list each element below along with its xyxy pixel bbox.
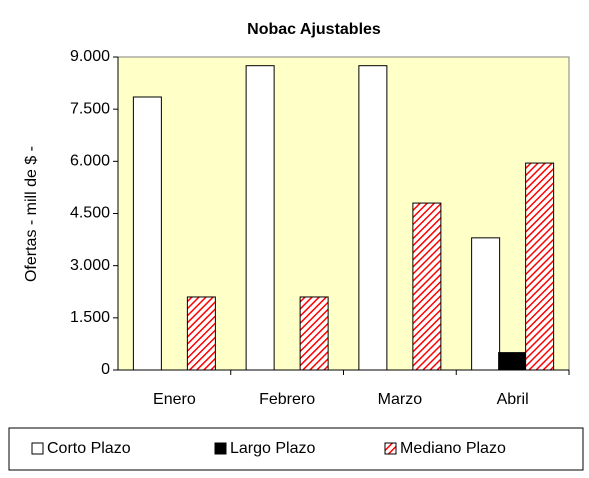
y-tick-label: 1.500	[70, 309, 110, 326]
legend-swatch	[214, 442, 227, 455]
bar	[498, 352, 528, 371]
y-axis-label: Ofertas - mill de $ -	[23, 146, 40, 282]
bar	[299, 296, 329, 371]
bar	[245, 65, 275, 371]
bar	[132, 96, 162, 371]
legend-swatch	[384, 442, 397, 455]
y-tick-label: 6.000	[70, 153, 110, 170]
y-tick-label: 9.000	[70, 48, 110, 65]
bar	[186, 296, 216, 371]
legend-label: Corto Plazo	[47, 440, 131, 457]
legend-label: Mediano Plazo	[400, 440, 506, 457]
bar	[358, 65, 388, 371]
plot-area	[117, 56, 570, 371]
bar	[412, 202, 442, 371]
bar	[525, 162, 555, 371]
legend-label: Largo Plazo	[230, 440, 315, 457]
y-tick-label: 0	[101, 361, 110, 378]
chart-title: Nobac Ajustables	[247, 21, 381, 38]
x-tick-label: Abril	[497, 391, 529, 408]
legend-box	[8, 427, 584, 471]
legend-swatch	[31, 442, 44, 455]
x-tick-label: Febrero	[259, 391, 315, 408]
x-tick-label: Enero	[153, 391, 196, 408]
x-tick-label: Marzo	[378, 391, 423, 408]
bar	[471, 237, 501, 371]
y-tick-label: 3.000	[70, 257, 110, 274]
y-tick-label: 4.500	[70, 205, 110, 222]
y-tick-label: 7.500	[70, 100, 110, 117]
